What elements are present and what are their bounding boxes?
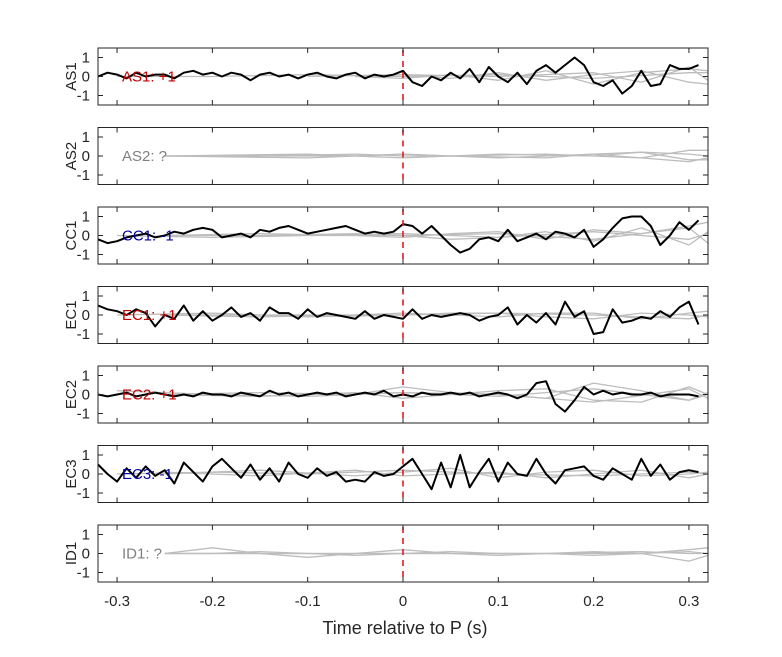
polarity-label-ec1: EC1: +1: [122, 307, 177, 324]
x-axis-label: Time relative to P (s): [322, 618, 487, 638]
y-axis-label-id1: ID1: [63, 542, 80, 565]
y-tick-label-as1: 0: [82, 69, 90, 86]
y-tick-label-ec3: 1: [82, 447, 90, 464]
y-axis-label-ec1: EC1: [63, 300, 80, 329]
signal-trace-ec1: [97, 300, 700, 335]
y-tick-label-as2: 0: [82, 148, 90, 165]
y-axis-label-ec3: EC3: [63, 459, 80, 488]
x-tick-label: 0.3: [679, 593, 700, 610]
y-tick-label-cc1: -1: [77, 247, 90, 264]
y-tick-label-ec1: -1: [77, 326, 90, 343]
background-trace-id1-4: [164, 550, 709, 555]
signal-trace-ec2: [97, 380, 699, 413]
y-tick-label-ec3: 0: [82, 466, 90, 483]
polarity-label-ec2: EC2: +1: [122, 387, 177, 404]
y-axis-label-as1: AS1: [63, 62, 80, 90]
polarity-label-cc1: CC1: -1: [122, 228, 174, 245]
background-trace-ec3-3: [117, 469, 709, 477]
x-tick-label: -0.1: [295, 593, 321, 610]
polarity-label-as1: AS1: +1: [122, 69, 176, 86]
y-tick-label-ec1: 0: [82, 307, 90, 324]
y-tick-label-id1: -1: [77, 565, 90, 582]
x-tick-label: 0: [399, 593, 407, 610]
signal-trace-cc1: [97, 215, 700, 254]
x-tick-label: -0.3: [104, 593, 130, 610]
y-tick-label-id1: 1: [82, 527, 90, 544]
y-tick-label-cc1: 0: [82, 228, 90, 245]
signal-trace-as1: [97, 56, 699, 95]
background-trace-as2-3: [164, 151, 709, 159]
y-tick-label-as2: 1: [82, 129, 90, 146]
background-trace-as2-2: [164, 151, 708, 161]
y-axis-label-cc1: CC1: [63, 220, 80, 250]
y-axis-label-ec2: EC2: [63, 380, 80, 409]
y-tick-label-as1: 1: [82, 50, 90, 67]
background-trace-as2-1: [164, 149, 708, 159]
y-axis-label-as2: AS2: [63, 142, 80, 170]
background-trace-as1-2: [355, 68, 709, 85]
x-tick-label: 0.2: [583, 593, 604, 610]
y-tick-label-as2: -1: [77, 167, 90, 184]
background-trace-as2-4: [164, 153, 709, 163]
y-tick-label-ec2: 0: [82, 387, 90, 404]
background-trace-cc1-4: [307, 227, 709, 244]
polarity-label-ec3: EC3: -1: [122, 466, 173, 483]
x-tick-label: -0.2: [199, 593, 225, 610]
x-tick-label: 0.1: [488, 593, 509, 610]
y-tick-label-ec3: -1: [77, 485, 90, 502]
polarity-label-as2: AS2: ?: [122, 148, 167, 165]
y-tick-label-ec2: 1: [82, 368, 90, 385]
y-tick-label-ec1: 1: [82, 288, 90, 305]
y-tick-label-id1: 0: [82, 546, 90, 563]
y-tick-label-ec2: -1: [77, 406, 90, 423]
polarity-label-id1: ID1: ?: [122, 546, 162, 563]
signal-trace-ec3: [97, 454, 699, 491]
y-tick-label-cc1: 1: [82, 209, 90, 226]
y-tick-label-as1: -1: [77, 88, 90, 105]
